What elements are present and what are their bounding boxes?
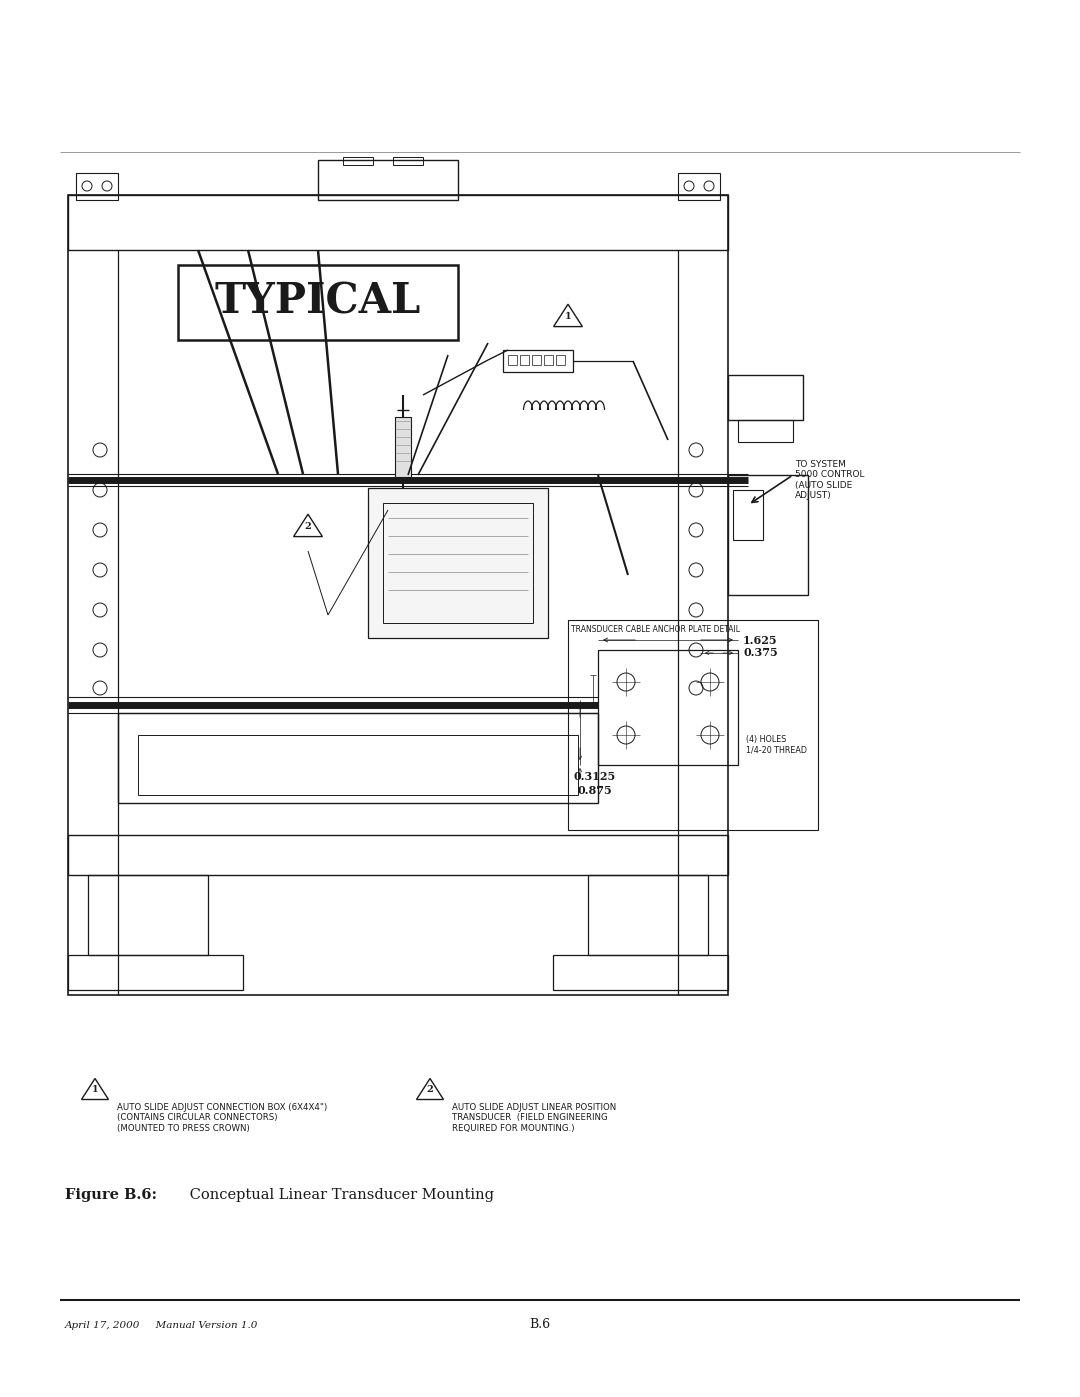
Bar <box>76 173 118 200</box>
Bar <box>544 355 553 365</box>
Text: (4) HOLES
1/4-20 THREAD: (4) HOLES 1/4-20 THREAD <box>746 735 807 754</box>
Bar <box>519 355 529 365</box>
Text: 0.375: 0.375 <box>743 647 778 658</box>
Text: TYPICAL: TYPICAL <box>215 281 421 323</box>
Bar <box>508 355 517 365</box>
Bar <box>738 420 793 441</box>
Bar <box>383 503 534 623</box>
Text: 1: 1 <box>565 312 571 321</box>
Text: Figure B.6:: Figure B.6: <box>65 1187 157 1201</box>
Bar <box>118 712 598 803</box>
Bar <box>556 355 565 365</box>
Bar <box>68 196 728 995</box>
Text: TO SYSTEM
5000 CONTROL
(AUTO SLIDE
ADJUST): TO SYSTEM 5000 CONTROL (AUTO SLIDE ADJUS… <box>795 460 864 500</box>
Bar <box>588 875 708 956</box>
Text: TRANSDUCER CABLE ANCHOR PLATE DETAIL: TRANSDUCER CABLE ANCHOR PLATE DETAIL <box>571 626 740 634</box>
Bar <box>368 488 548 638</box>
Bar <box>393 156 423 165</box>
Text: Conceptual Linear Transducer Mounting: Conceptual Linear Transducer Mounting <box>185 1187 494 1201</box>
Bar <box>568 620 818 830</box>
Bar <box>728 374 804 420</box>
Text: 1: 1 <box>92 1085 98 1094</box>
Bar <box>733 490 762 541</box>
Bar <box>532 355 541 365</box>
Bar <box>318 161 458 200</box>
Bar <box>138 735 578 795</box>
Text: 0.875: 0.875 <box>578 785 612 795</box>
Bar <box>598 650 738 766</box>
Bar <box>678 173 720 200</box>
Bar <box>68 835 728 875</box>
Bar <box>728 475 808 595</box>
Text: 1.625: 1.625 <box>743 634 778 645</box>
Bar <box>87 875 208 956</box>
Text: 0.3125: 0.3125 <box>573 771 616 782</box>
Text: AUTO SLIDE ADJUST CONNECTION BOX (6X4X4")
(CONTAINS CIRCULAR CONNECTORS)
(MOUNTE: AUTO SLIDE ADJUST CONNECTION BOX (6X4X4"… <box>117 1104 327 1133</box>
Bar <box>343 156 373 165</box>
Bar <box>68 956 243 990</box>
Bar <box>395 416 411 476</box>
Text: B.6: B.6 <box>529 1319 551 1331</box>
Bar <box>68 196 728 250</box>
Bar <box>503 351 573 372</box>
Text: 2: 2 <box>427 1085 433 1094</box>
Text: April 17, 2000     Manual Version 1.0: April 17, 2000 Manual Version 1.0 <box>65 1320 258 1330</box>
Text: AUTO SLIDE ADJUST LINEAR POSITION
TRANSDUCER  (FIELD ENGINEERING
REQUIRED FOR MO: AUTO SLIDE ADJUST LINEAR POSITION TRANSD… <box>453 1104 617 1133</box>
Bar <box>553 956 728 990</box>
Bar <box>178 265 458 339</box>
Text: 2: 2 <box>305 521 311 531</box>
